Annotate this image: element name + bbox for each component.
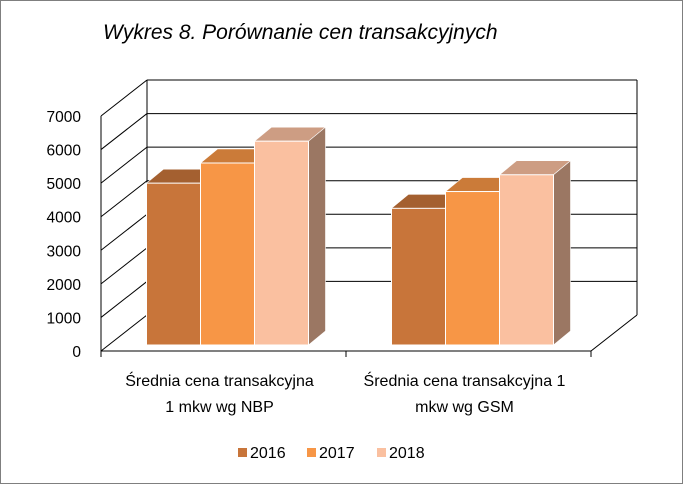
legend-swatch-2017 bbox=[307, 448, 316, 457]
legend-label: 2017 bbox=[319, 445, 355, 462]
legend-label: 2018 bbox=[389, 445, 425, 462]
x-category-label: mkw wg GSM bbox=[415, 399, 514, 416]
y-tick-label: 4000 bbox=[47, 210, 82, 227]
y-tick-label: 7000 bbox=[47, 109, 82, 126]
bar-2016 bbox=[146, 182, 201, 346]
chart-title: Wykres 8. Porównanie cen transakcyjnych bbox=[103, 21, 498, 44]
bar-side-2018 bbox=[553, 160, 571, 346]
x-category-label: Średnia cena transakcyjna 1 bbox=[364, 371, 566, 390]
side-gridline-6000 bbox=[100, 113, 148, 150]
side-gridline-2000 bbox=[100, 247, 148, 285]
bar-2017 bbox=[200, 162, 255, 346]
bar-2017 bbox=[445, 191, 500, 346]
bar-2016 bbox=[391, 207, 446, 346]
y-tick-label: 3000 bbox=[47, 243, 82, 260]
x-category-label: 1 mkw wg NBP bbox=[165, 399, 273, 416]
side-gridline-0 bbox=[100, 314, 148, 352]
side-gridline-4000 bbox=[100, 180, 148, 218]
bar-side-2018 bbox=[308, 126, 326, 346]
legend-label: 2016 bbox=[250, 445, 286, 462]
bar-2018 bbox=[499, 174, 554, 346]
y-tick-label: 2000 bbox=[47, 277, 82, 294]
side-gridline-1000 bbox=[100, 281, 148, 318]
y-tick-label: 1000 bbox=[47, 310, 82, 327]
bar-2018 bbox=[254, 140, 309, 346]
y-tick-label: 5000 bbox=[47, 176, 82, 193]
legend-swatch-2016 bbox=[238, 448, 247, 457]
y-tick-label: 6000 bbox=[47, 143, 82, 160]
side-gridline-3000 bbox=[100, 213, 148, 251]
side-gridline-7000 bbox=[100, 79, 148, 117]
y-tick-label: 0 bbox=[72, 344, 81, 361]
side-gridline-5000 bbox=[100, 146, 148, 184]
legend-swatch-2018 bbox=[377, 448, 386, 457]
x-category-label: Średnia cena transakcyjna bbox=[125, 371, 314, 390]
